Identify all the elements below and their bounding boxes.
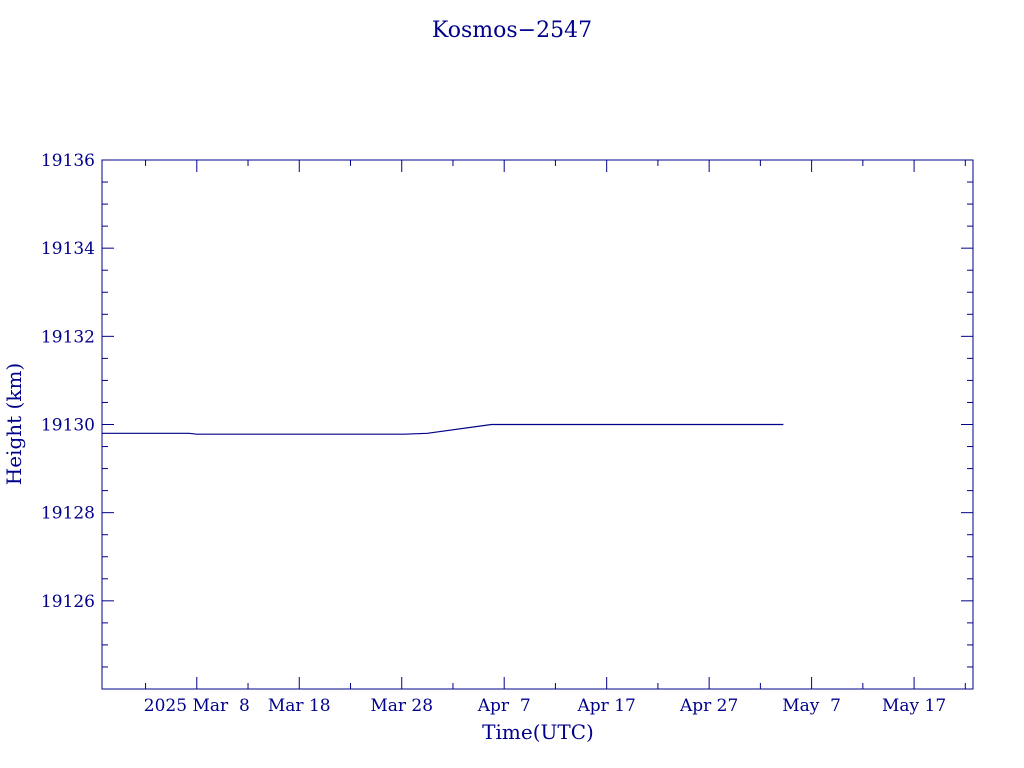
x-tick-label: May 17	[882, 696, 946, 716]
y-axis-label: Height (km)	[2, 363, 26, 485]
x-tick-label: Apr 27	[679, 696, 738, 716]
series-group	[102, 423, 784, 435]
x-tick-label: Mar 28	[370, 696, 433, 716]
y-tick-label: 19130	[41, 416, 95, 436]
y-tick-label: 19128	[41, 504, 95, 524]
x-tick-labels: 2025 Mar 8 Mar 18 Mar 28 Apr 7 Apr 17 Apr 27 M…	[144, 696, 946, 716]
x-tick-label: Apr 7	[477, 696, 531, 716]
x-tick-label: Apr 17	[577, 696, 636, 716]
y-tick-label: 19136	[41, 151, 95, 171]
y-tick-label: 19134	[41, 239, 95, 259]
axis-ticks	[102, 160, 973, 689]
x-tick-label: 2025 Mar 8	[144, 696, 250, 716]
y-tick-label: 19132	[41, 327, 95, 347]
y-tick-label: 19126	[41, 592, 95, 612]
chart-title: Kosmos−2547	[432, 18, 592, 43]
x-axis-label: Time(UTC)	[482, 720, 594, 744]
x-tick-label: Mar 18	[268, 696, 331, 716]
series-line	[102, 423, 784, 435]
y-tick-labels: 19126 19128 19130 19132 19134 19136	[41, 151, 95, 612]
x-tick-label: May 7	[782, 696, 841, 716]
